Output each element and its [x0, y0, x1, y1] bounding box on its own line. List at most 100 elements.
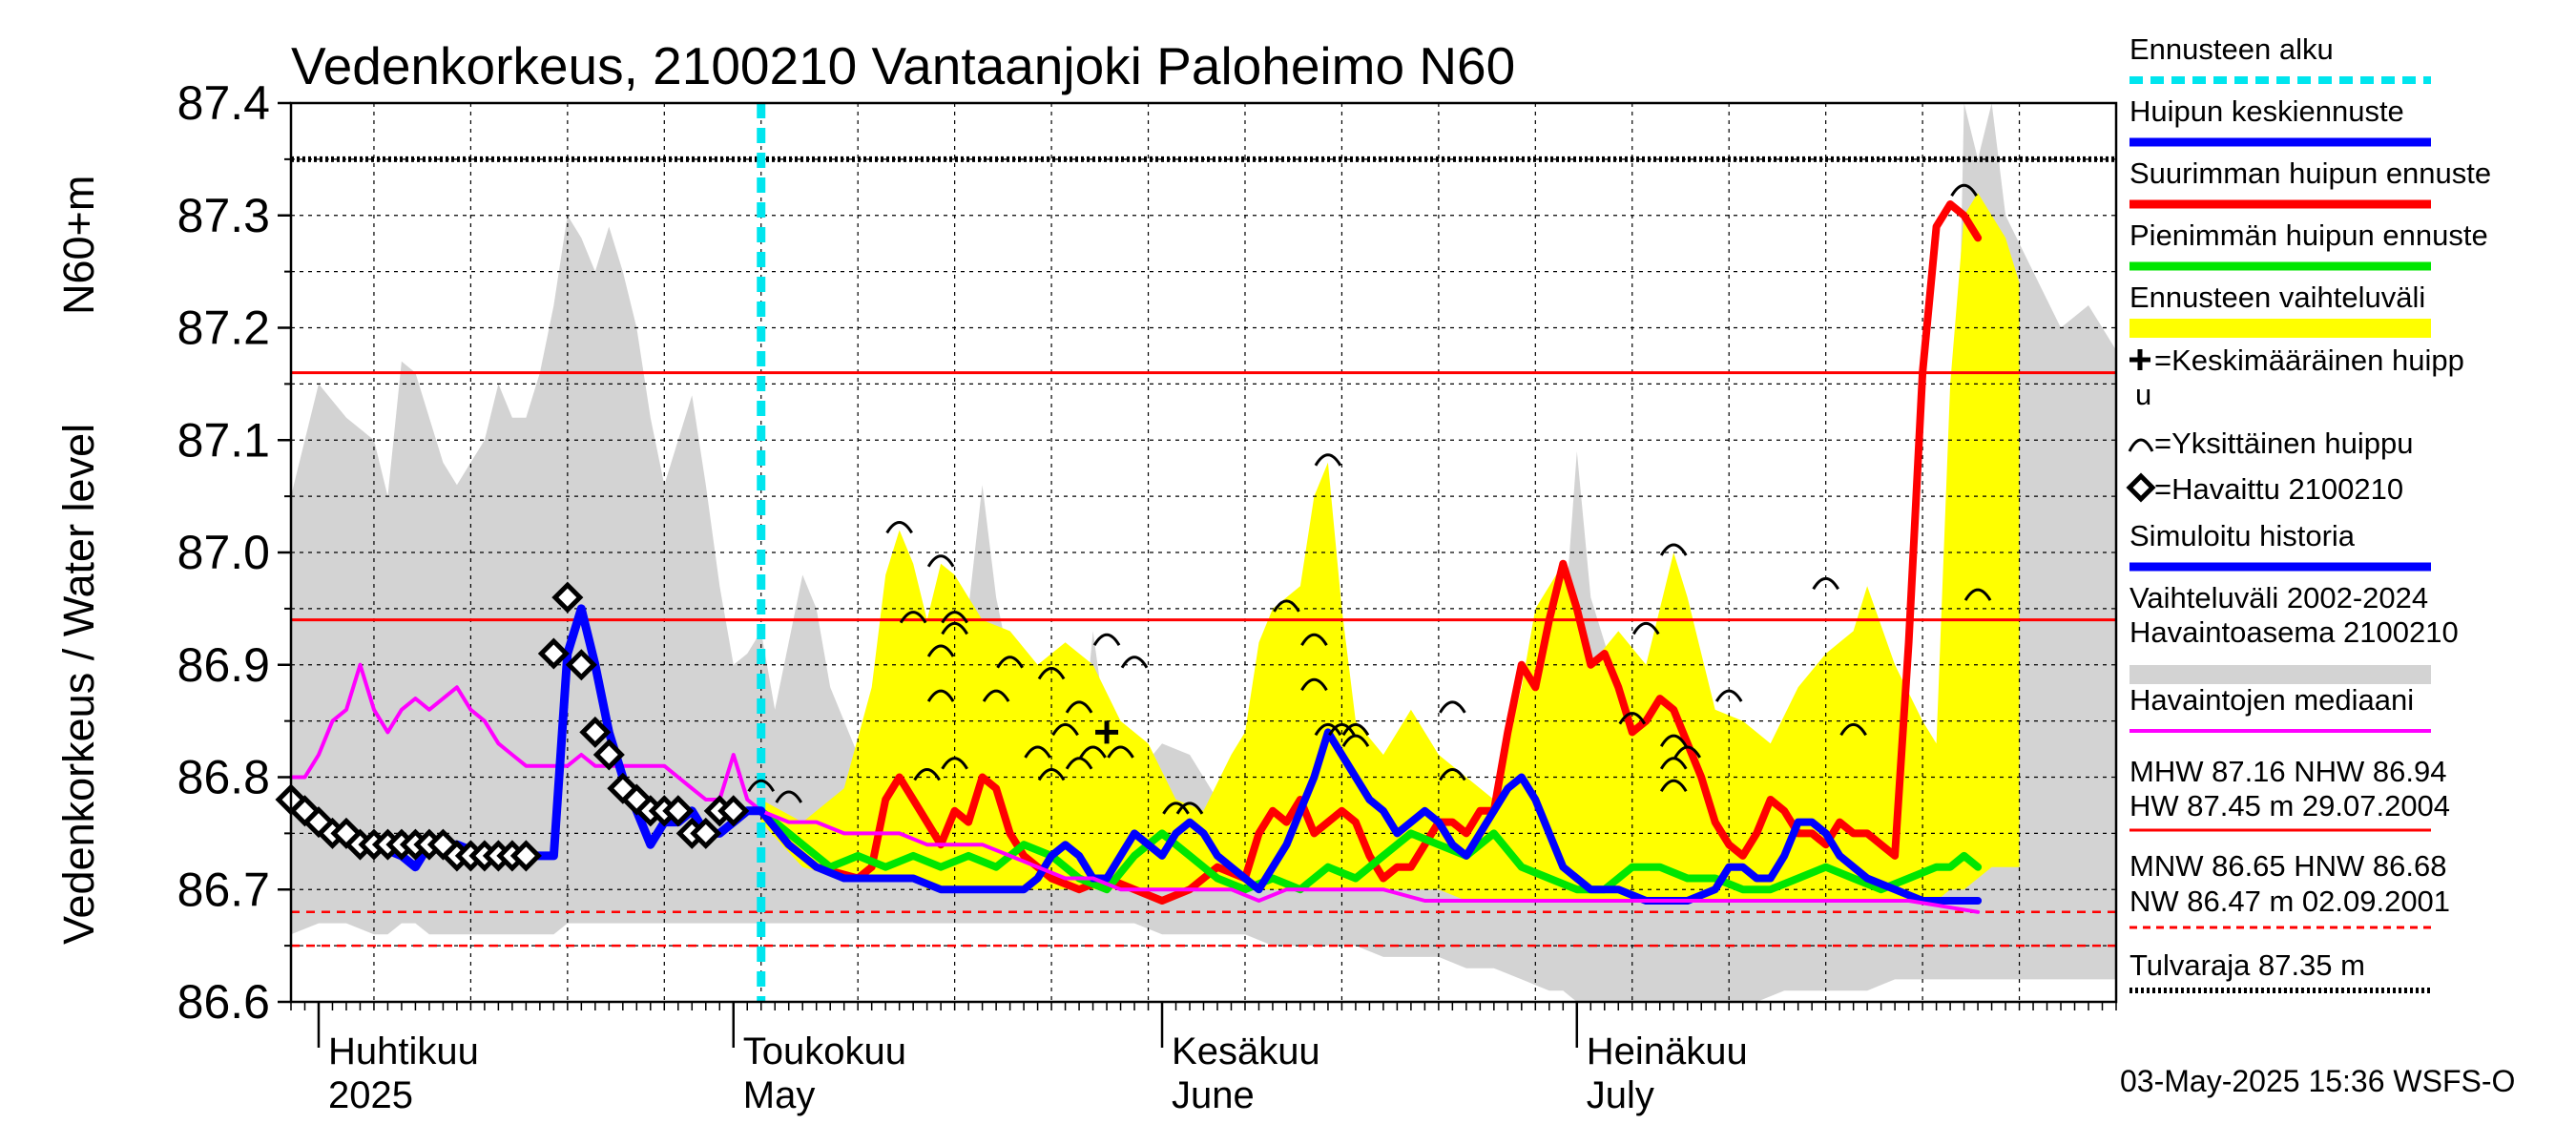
- stats-line-4: NW 86.47 m 02.09.2001: [2129, 885, 2450, 918]
- y-tick-label: 86.7: [177, 863, 270, 916]
- stats-flood-limit: Tulvaraja 87.35 m: [2129, 948, 2365, 982]
- individual-peak-marker: [1659, 543, 1688, 556]
- individual-peak-marker: [1631, 621, 1660, 635]
- individual-peak-marker: [775, 790, 803, 803]
- observed-point: [717, 795, 750, 827]
- y-axis-label: Vedenkorkeus / Water level: [54, 424, 103, 945]
- series-huipun-keskiennuste: [757, 728, 1983, 905]
- individual-peak-marker: [1162, 802, 1190, 815]
- individual-peak-marker: [1714, 689, 1743, 702]
- y-tick-label: 86.8: [177, 751, 270, 804]
- legend-label: Pienimmän huipun ennuste: [2129, 219, 2488, 252]
- series-pienimm-n-huipun-ennuste: [757, 806, 1983, 894]
- observed-point: [565, 649, 597, 681]
- individual-peak-marker: [1659, 779, 1688, 793]
- individual-peak-marker: [1300, 677, 1328, 692]
- legend-individual-peak-symbol: [2128, 438, 2154, 452]
- individual-peak-marker: [1950, 183, 1978, 197]
- legend-label: Ennusteen alku: [2129, 32, 2334, 66]
- individual-peak-marker: [1273, 599, 1300, 613]
- individual-peak-marker: [1659, 757, 1688, 770]
- month-label-en: 2025: [328, 1074, 413, 1116]
- individual-peak-marker: [899, 611, 927, 624]
- individual-peak-marker: [1065, 757, 1093, 770]
- observed-point: [579, 716, 612, 748]
- month-label-fi: Heinäkuu: [1587, 1030, 1748, 1072]
- reference-lines: [291, 156, 2116, 947]
- forecast-range-band: [760, 193, 2020, 901]
- y-tick-label: 87.0: [177, 526, 270, 579]
- individual-peak-marker: [1963, 588, 1992, 601]
- legend-label: Vaihteluväli 2002-2024: [2129, 581, 2428, 614]
- legend-label: Huipun keskiennuste: [2129, 94, 2404, 128]
- individual-peak-marker: [1065, 700, 1093, 714]
- legend-mean-peak-symbol: [2129, 349, 2150, 370]
- individual-peak-marker: [747, 779, 776, 793]
- y-axis-unit: N60+m: [54, 176, 103, 315]
- individual-peak-marker: [1314, 722, 1342, 737]
- legend-label: Ennusteen vaihteluväli: [2129, 281, 2425, 314]
- individual-peak-marker: [1314, 453, 1342, 467]
- month-label-fi: Kesäkuu: [1172, 1030, 1320, 1072]
- stats-line-3: MNW 86.65 HNW 86.68: [2129, 849, 2447, 883]
- stats-line-2: HW 87.45 m 29.07.2004: [2129, 789, 2450, 822]
- y-tick-label: 87.2: [177, 302, 270, 355]
- individual-peak-marker: [1839, 722, 1867, 737]
- legend-label: =Yksittäinen huippu: [2154, 427, 2413, 460]
- individual-peak-marker: [926, 689, 955, 702]
- month-label-en: July: [1587, 1074, 1654, 1116]
- individual-peak-marker: [913, 768, 941, 781]
- y-tick-label: 87.1: [177, 413, 270, 467]
- peak-markers: [747, 183, 1992, 815]
- forecast-range-area: [760, 193, 2020, 901]
- individual-peak-marker: [1659, 734, 1688, 747]
- observed-point: [537, 637, 570, 670]
- legend-observed-symbol: [2126, 472, 2156, 503]
- legend-label: =Havaittu 2100210: [2154, 472, 2403, 506]
- y-tick-label: 87.3: [177, 189, 270, 242]
- y-tick-label: 86.6: [177, 975, 270, 1029]
- month-label-en: June: [1172, 1074, 1255, 1116]
- legend-label: Suurimman huipun ennuste: [2129, 156, 2491, 190]
- individual-peak-marker: [1341, 734, 1370, 747]
- individual-peak-marker: [1341, 722, 1370, 737]
- observed-point: [551, 581, 584, 614]
- observed-point: [509, 840, 542, 872]
- individual-peak-marker: [926, 554, 955, 568]
- individual-peak-marker: [1175, 802, 1204, 815]
- individual-peak-marker: [1092, 633, 1121, 646]
- series-lines: [275, 200, 1983, 914]
- series-suurimman-huipun-ennuste: [757, 200, 1983, 905]
- timestamp: 03-May-2025 15:36 WSFS-O: [2120, 1064, 2515, 1098]
- y-tick-labels: 86.6 86.7 86.8 86.9 87.0 87.1 87.2 87.3 87.4: [177, 76, 270, 1029]
- legend-label-cont: Havaintoasema 2100210: [2129, 615, 2459, 649]
- individual-peak-marker: [1618, 712, 1647, 725]
- y-tick-label: 86.9: [177, 638, 270, 692]
- y-tick-label: 87.4: [177, 76, 270, 130]
- observed-point: [592, 739, 625, 771]
- individual-peak-marker: [1673, 745, 1702, 759]
- series-havaintojen-mediaani: [289, 662, 1981, 914]
- month-label-fi: Toukokuu: [743, 1030, 906, 1072]
- plot-frame: [278, 101, 2118, 1010]
- legend-label: =Keskimääräinen huipp: [2154, 344, 2464, 377]
- legend: Ennusteen alku Huipun keskiennuste Suurimm…: [2126, 32, 2491, 733]
- individual-peak-marker: [1439, 700, 1466, 714]
- individual-peak-marker: [885, 520, 913, 534]
- chart-title: Vedenkorkeus, 2100210 Vantaanjoki Palohe…: [291, 36, 1515, 95]
- stats-line-1: MHW 87.16 NHW 86.94: [2129, 755, 2447, 788]
- individual-peak-marker: [1439, 768, 1466, 781]
- individual-peak-marker: [1037, 768, 1066, 781]
- individual-peak-marker: [1079, 745, 1107, 759]
- observed-point: [690, 817, 722, 849]
- legend-label-cont: u: [2135, 378, 2151, 411]
- individual-peak-marker: [1812, 576, 1839, 591]
- individual-peak-marker: [1024, 745, 1051, 759]
- individual-peak-marker: [941, 621, 968, 635]
- observed-point: [662, 795, 695, 827]
- individual-peak-marker: [941, 611, 968, 624]
- legend-label: Simuloitu historia: [2129, 519, 2356, 552]
- mean-peak-marker: [1095, 720, 1119, 744]
- individual-peak-marker: [1051, 722, 1079, 737]
